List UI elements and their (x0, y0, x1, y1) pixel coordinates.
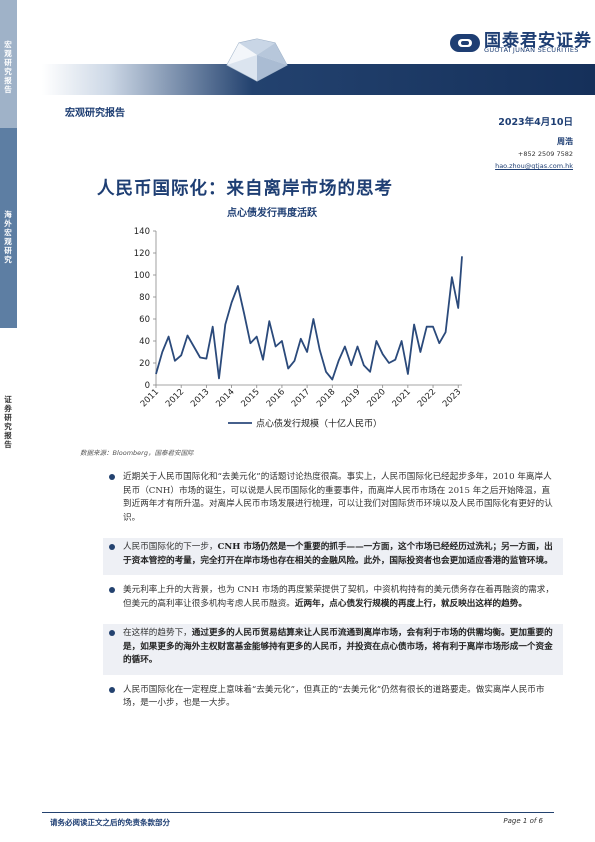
bullet-point: 在这样的趋势下，通过更多的人民币贸易结算来让人民币流通到离岸市场，会有利于市场的… (103, 624, 563, 675)
bullet-point: 美元利率上升的大背景，也为 CNH 市场的再度繁荣提供了契机，中资机构持有的美元… (103, 581, 563, 618)
page-title: 人民币国际化：来自离岸市场的思考 (97, 179, 393, 199)
crystal-decoration-icon (226, 38, 288, 82)
footer-disclaimer: 请务必阅读正文之后的免责条款部分 (50, 818, 170, 827)
bullet-emphasis-text: 通过更多的人民币贸易结算来让人民币流通到离岸市场，会有利于市场的供需均衡。更加重… (123, 628, 553, 665)
bullet-text: 人民币国际化在一定程度上意味着“去美元化”，但真正的“去美元化”仍然有很长的道路… (123, 684, 545, 709)
x-tick-label: 2017 (290, 387, 312, 409)
x-tick-label: 2015 (239, 387, 261, 409)
y-tick-label: 40 (139, 337, 150, 347)
x-tick-label: 2020 (365, 387, 387, 409)
page-number: Page 1 of 6 (503, 817, 543, 825)
x-tick-label: 2018 (315, 387, 337, 409)
key-points-list: 近期关于人民币国际化和“去美元化”的话题讨论热度很高。事实上，人民币国际化已经起… (103, 468, 563, 724)
legend-label: 点心债发行规模（十亿人民币） (256, 418, 382, 430)
company-logo-icon (450, 34, 480, 52)
page-subtitle: 点心债发行再度活跃 (227, 208, 317, 219)
y-tick-label: 100 (134, 271, 150, 281)
report-type: 宏观研究报告 (65, 108, 125, 119)
bullet-text: 在这样的趋势下， (123, 628, 192, 638)
brand-name-en: GUOTAI JUNAN SECURITIES (484, 46, 579, 54)
x-tick-label: 2022 (416, 387, 438, 409)
sidebar-label-overseas: 海外宏观研究 (4, 210, 12, 264)
footer-divider (42, 812, 554, 813)
x-tick-label: 2013 (189, 387, 211, 409)
y-tick-label: 140 (134, 227, 150, 237)
author-phone: +852 2509 7582 (517, 150, 573, 158)
x-tick-label: 2023 (441, 387, 463, 409)
series-line (155, 256, 463, 381)
bullet-dot-icon (109, 686, 115, 693)
sidebar-block-securities (0, 330, 17, 842)
y-tick-label: 20 (139, 359, 150, 369)
y-tick-label: 80 (139, 293, 150, 303)
y-tick-label: 0 (145, 381, 150, 391)
bullet-dot-icon (109, 587, 115, 593)
x-tick-label: 2012 (164, 387, 186, 409)
author-email-link[interactable]: hao.zhou@gtjas.com.hk (495, 162, 573, 170)
header-banner: 国泰君安证券 GUOTAI JUNAN SECURITIES (42, 0, 595, 95)
report-date: 2023年4月10日 (498, 117, 573, 128)
bullet-dot-icon (109, 544, 115, 550)
x-tick-label: 2016 (265, 387, 287, 409)
bullet-emphasis-text: CNH 市场仍然是一个重要的抓手——一方面，这个市场已经经历过洗礼；另一方面，出… (123, 542, 553, 566)
sidebar-label-securities: 证券研究报告 (4, 395, 12, 449)
bullet-emphasis-text: 近两年，点心债发行规模的再度上行，就反映出这样的趋势。 (294, 598, 527, 609)
bullet-text: 人民币国际化的下一步， (123, 542, 218, 552)
x-tick-label: 2014 (214, 387, 236, 409)
bullet-text: 近期关于人民币国际化和“去美元化”的话题讨论热度很高。事实上，人民币国际化已经起… (123, 472, 553, 523)
bullet-point: 人民币国际化在一定程度上意味着“去美元化”，但真正的“去美元化”仍然有很长的道路… (103, 681, 563, 718)
x-tick-label: 2011 (139, 387, 161, 409)
banner-gradient (42, 64, 595, 95)
sidebar-block-overseas (0, 128, 17, 328)
author-name: 周浩 (557, 137, 573, 146)
sidebar-label-macro: 宏观研究报告 (4, 40, 12, 94)
bullet-text: 美元利率上升的大背景，也为 CNH 市场的再度繁荣提供了契机，中资机构持有的美元… (123, 585, 554, 609)
bullet-point: 人民币国际化的下一步，CNH 市场仍然是一个重要的抓手——一方面，这个市场已经经… (103, 538, 563, 575)
x-tick-label: 2021 (391, 387, 413, 409)
chart-source-note: 数据来源：Bloomberg，国泰君安国际 (80, 449, 194, 457)
bullet-dot-icon (109, 630, 115, 636)
bullet-point: 近期关于人民币国际化和“去美元化”的话题讨论热度很高。事实上，人民币国际化已经起… (103, 468, 563, 532)
brand-name-cn: 国泰君安证券 (484, 31, 592, 51)
y-tick-label: 60 (139, 315, 150, 325)
x-tick-label: 2019 (340, 387, 362, 409)
bullet-dot-icon (109, 474, 115, 480)
y-tick-label: 120 (134, 249, 150, 259)
left-sidebar: 宏观研究报告 海外宏观研究 证券研究报告 (0, 0, 17, 842)
sidebar-block-macro (0, 0, 17, 128)
